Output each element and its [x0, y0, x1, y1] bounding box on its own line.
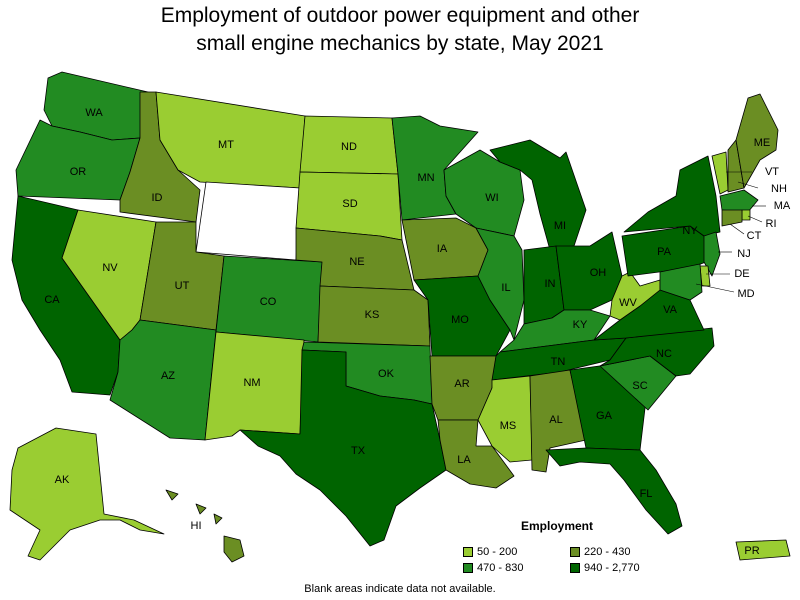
- state-label-MO: MO: [451, 314, 469, 326]
- state-label-VA: VA: [663, 304, 678, 316]
- state-label-MN: MN: [417, 172, 434, 184]
- state-TX: [239, 349, 447, 547]
- legend-label: 220 - 430: [584, 546, 631, 558]
- state-label-CO: CO: [260, 296, 277, 308]
- state-label-SD: SD: [342, 198, 357, 210]
- state-label-NH: NH: [771, 183, 787, 195]
- state-label-SC: SC: [632, 380, 647, 392]
- state-label-RI: RI: [766, 218, 777, 230]
- state-labels: WA OR CA ID NV MT UT AZ CO NM ND SD NE KS OK TX MN IA MO AR…: [44, 107, 791, 557]
- state-IL: [475, 227, 525, 341]
- legend-label: 940 - 2,770: [584, 562, 640, 574]
- map-title-line-1: Employment of outdoor power equipment an…: [160, 4, 640, 27]
- state-KS: [317, 285, 431, 347]
- state-label-MT: MT: [218, 139, 234, 151]
- state-label-TX: TX: [351, 445, 366, 457]
- legend-item-470-830: 470 - 830: [463, 562, 523, 574]
- state-ME: [735, 93, 779, 189]
- state-label-KS: KS: [365, 309, 380, 321]
- state-label-PR: PR: [744, 545, 759, 557]
- state-FL: [545, 447, 683, 535]
- state-label-LA: LA: [457, 454, 471, 466]
- state-label-OK: OK: [378, 368, 395, 380]
- state-label-NM: NM: [243, 377, 260, 389]
- legend-swatch: [570, 563, 580, 573]
- state-LA: [437, 419, 515, 489]
- state-label-FL: FL: [640, 488, 653, 500]
- legend-item-50-200: 50 - 200: [463, 546, 517, 558]
- state-label-IL: IL: [501, 282, 510, 294]
- state-CT: [721, 209, 743, 227]
- state-label-CA: CA: [44, 294, 60, 306]
- legend-item-220-430: 220 - 430: [570, 546, 630, 558]
- state-label-ME: ME: [754, 137, 771, 149]
- state-label-MD: MD: [737, 288, 754, 300]
- state-label-VT: VT: [765, 166, 779, 178]
- state-NJ: [703, 231, 721, 277]
- legend-item-940-2770: 940 - 2,770: [570, 562, 640, 574]
- state-label-AR: AR: [454, 378, 469, 390]
- footnote: Blank areas indicate data not available.: [304, 583, 496, 595]
- state-HI: [165, 489, 245, 563]
- map-title-line-2: small engine mechanics by state, May 202…: [196, 32, 604, 55]
- state-label-DE: DE: [734, 268, 749, 280]
- state-WY: [195, 181, 301, 261]
- legend-swatch: [463, 547, 473, 557]
- leader-lines: [695, 171, 766, 293]
- state-AK: [9, 427, 165, 561]
- legend-title: Employment: [521, 519, 594, 533]
- state-WV: [609, 271, 661, 321]
- state-label-UT: UT: [175, 280, 190, 292]
- state-label-WA: WA: [85, 107, 103, 119]
- state-label-OR: OR: [70, 166, 87, 178]
- state-WI: [443, 149, 525, 237]
- state-label-WV: WV: [619, 297, 637, 309]
- state-label-WI: WI: [485, 192, 498, 204]
- state-label-NV: NV: [102, 262, 118, 274]
- state-MA: [719, 189, 759, 213]
- state-label-PA: PA: [657, 246, 672, 258]
- state-NY: [623, 155, 721, 237]
- state-label-HI: HI: [191, 520, 202, 532]
- state-label-AK: AK: [55, 474, 70, 486]
- state-label-MA: MA: [774, 200, 791, 212]
- state-label-ND: ND: [341, 141, 357, 153]
- state-MD: [659, 263, 703, 301]
- state-label-AZ: AZ: [161, 370, 175, 382]
- state-label-MS: MS: [500, 420, 517, 432]
- state-label-NC: NC: [656, 348, 672, 360]
- state-label-GA: GA: [596, 410, 613, 422]
- state-label-NE: NE: [349, 256, 364, 268]
- legend-label: 50 - 200: [477, 546, 518, 558]
- map-legend: Employment 50 - 200 220 - 430 470 - 830 …: [463, 519, 663, 579]
- state-label-CT: CT: [747, 230, 762, 242]
- state-label-IA: IA: [437, 243, 448, 255]
- state-PR: [735, 539, 791, 561]
- state-label-OH: OH: [590, 267, 607, 279]
- state-label-TN: TN: [551, 356, 566, 368]
- state-label-IN: IN: [545, 278, 556, 290]
- state-RI: [741, 209, 751, 221]
- legend-label: 470 - 830: [477, 562, 524, 574]
- state-label-MI: MI: [554, 220, 566, 232]
- state-label-ID: ID: [152, 192, 163, 204]
- legend-swatch: [570, 547, 580, 557]
- state-label-NJ: NJ: [737, 248, 750, 260]
- legend-swatch: [463, 563, 473, 573]
- state-label-AL: AL: [549, 414, 562, 426]
- state-label-NY: NY: [682, 225, 698, 237]
- state-label-KY: KY: [573, 319, 588, 331]
